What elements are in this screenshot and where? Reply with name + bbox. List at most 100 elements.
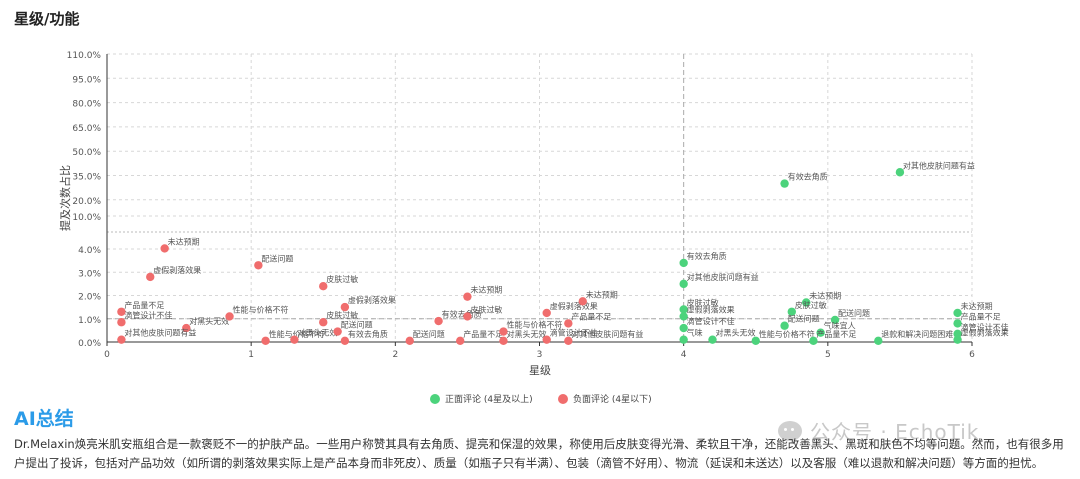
chart-legend: 正面评论 (4星及以上) 负面评论 (4星以下) bbox=[430, 393, 652, 405]
data-point[interactable] bbox=[405, 336, 414, 346]
data-point-label: 性能与价格不符 bbox=[269, 329, 325, 339]
x-tick-label: 0 bbox=[104, 350, 110, 360]
data-point-label: 滴管设计不佳 bbox=[961, 322, 1009, 332]
data-point[interactable] bbox=[542, 308, 551, 318]
data-point[interactable] bbox=[340, 302, 350, 312]
data-point[interactable] bbox=[830, 315, 840, 325]
data-point-label: 未达预期 bbox=[809, 290, 841, 300]
data-point[interactable] bbox=[117, 318, 126, 327]
data-point-label: 对其他皮肤问题有益 bbox=[124, 328, 196, 338]
data-point[interactable] bbox=[261, 336, 270, 346]
y-tick-label: 35.0% bbox=[72, 173, 101, 183]
data-point[interactable] bbox=[802, 298, 811, 307]
data-point[interactable] bbox=[499, 327, 508, 336]
data-point[interactable] bbox=[340, 336, 350, 346]
data-point-label: 皮肤过敏 bbox=[326, 274, 358, 284]
data-point[interactable] bbox=[679, 323, 688, 333]
data-point[interactable] bbox=[254, 261, 263, 270]
data-point-label: 对其他皮肤问题有益 bbox=[903, 160, 975, 170]
data-point[interactable] bbox=[160, 244, 169, 253]
data-point[interactable] bbox=[225, 312, 234, 321]
data-point[interactable] bbox=[564, 319, 573, 328]
data-point-label: 对黑头无效 bbox=[716, 328, 756, 338]
data-point[interactable] bbox=[679, 312, 688, 321]
axes: 0.0% 1.0% 2.0% 3.0% 4.0% 10.0% 20.0% 35.0% 50.0%… bbox=[67, 51, 975, 360]
data-point-label: 性能与价格不符 bbox=[233, 304, 289, 314]
data-point[interactable] bbox=[333, 327, 342, 336]
data-point[interactable] bbox=[679, 335, 688, 344]
y-axis-label: 提及次数占比 bbox=[58, 165, 72, 231]
y-tick-label: 80.0% bbox=[72, 100, 101, 110]
data-point-label: 未达预期 bbox=[586, 289, 618, 299]
data-point-label: 未达预期 bbox=[961, 301, 993, 311]
scatter-chart: 0.0% 1.0% 2.0% 3.0% 4.0% 10.0% 20.0% 35.0% 50.0%… bbox=[58, 51, 1009, 405]
data-point-label: 对其他皮肤问题有益 bbox=[571, 329, 643, 339]
data-point[interactable] bbox=[816, 328, 825, 337]
y-tick-label: 50.0% bbox=[72, 148, 101, 158]
data-point[interactable] bbox=[434, 316, 443, 326]
data-point[interactable] bbox=[319, 282, 328, 291]
data-point[interactable] bbox=[751, 336, 760, 346]
data-point[interactable] bbox=[463, 312, 472, 321]
data-point-label: 退款和解决问题困难 bbox=[881, 329, 953, 339]
data-point[interactable] bbox=[679, 305, 688, 314]
x-tick-label: 6 bbox=[969, 350, 975, 360]
data-point-label: 产品量不足 bbox=[571, 311, 611, 321]
data-point[interactable] bbox=[499, 336, 508, 346]
data-point-label: 虚假剥落效果 bbox=[687, 304, 735, 314]
data-point[interactable] bbox=[319, 318, 328, 327]
data-point[interactable] bbox=[780, 179, 789, 188]
data-point[interactable] bbox=[117, 335, 126, 344]
data-point[interactable] bbox=[708, 335, 717, 344]
data-point-label: 气味宜人 bbox=[824, 321, 856, 331]
data-point[interactable] bbox=[809, 336, 818, 346]
data-point-label: 虚假剥落效果 bbox=[348, 295, 396, 305]
data-point-label: 配送问题 bbox=[413, 329, 445, 339]
data-point[interactable] bbox=[953, 319, 962, 328]
data-point[interactable] bbox=[953, 335, 962, 344]
data-point[interactable] bbox=[953, 329, 962, 339]
data-point[interactable] bbox=[578, 297, 587, 306]
y-tick-label: 4.0% bbox=[78, 246, 101, 256]
data-point[interactable] bbox=[895, 168, 905, 177]
data-point-label: 产品量不足 bbox=[124, 300, 164, 310]
data-point-label: 皮肤过敏 bbox=[326, 310, 358, 320]
data-point-label: 滴管设计不佳 bbox=[550, 328, 598, 338]
data-point[interactable] bbox=[874, 336, 883, 346]
data-point[interactable] bbox=[117, 307, 126, 316]
data-point-label: 滴管设计不佳 bbox=[124, 310, 172, 320]
data-point-label: 配送问题 bbox=[838, 308, 870, 318]
data-point[interactable] bbox=[953, 308, 962, 318]
data-point-label: 对黑头无效 bbox=[297, 328, 337, 338]
legend-label: 负面评论 (4星以下) bbox=[573, 393, 652, 405]
y-tick-label: 110.0% bbox=[67, 51, 102, 61]
data-point[interactable] bbox=[542, 335, 551, 344]
data-point-label: 未达预期 bbox=[470, 285, 502, 295]
data-point-label: 有效去角质 bbox=[687, 251, 727, 261]
x-tick-label: 5 bbox=[825, 350, 831, 360]
data-point-label: 配送问题 bbox=[341, 320, 373, 330]
data-point[interactable] bbox=[564, 336, 573, 346]
data-point-label: 配送问题 bbox=[261, 253, 293, 263]
data-point[interactable] bbox=[456, 336, 465, 346]
data-point[interactable] bbox=[780, 321, 789, 330]
y-tick-label: 65.0% bbox=[72, 124, 101, 134]
y-tick-label: 3.0% bbox=[78, 269, 101, 279]
x-tick-label: 4 bbox=[681, 350, 687, 360]
data-point[interactable] bbox=[787, 307, 796, 316]
wechat-icon bbox=[778, 420, 802, 441]
data-point[interactable] bbox=[290, 335, 299, 344]
y-tick-label: 0.0% bbox=[78, 339, 101, 349]
data-point-label: 对黑头无效 bbox=[506, 329, 546, 339]
data-point-label: 气味 bbox=[687, 328, 703, 338]
data-point[interactable] bbox=[679, 279, 688, 289]
data-point[interactable] bbox=[182, 323, 191, 333]
data-point[interactable] bbox=[679, 258, 688, 268]
data-point-label: 产品量不足 bbox=[463, 329, 503, 339]
y-tick-label: 20.0% bbox=[72, 197, 101, 207]
data-point[interactable] bbox=[463, 292, 472, 301]
y-tick-label: 10.0% bbox=[72, 213, 101, 223]
data-point-label: 虚假剥落效果 bbox=[961, 328, 1009, 338]
data-point[interactable] bbox=[146, 272, 155, 282]
